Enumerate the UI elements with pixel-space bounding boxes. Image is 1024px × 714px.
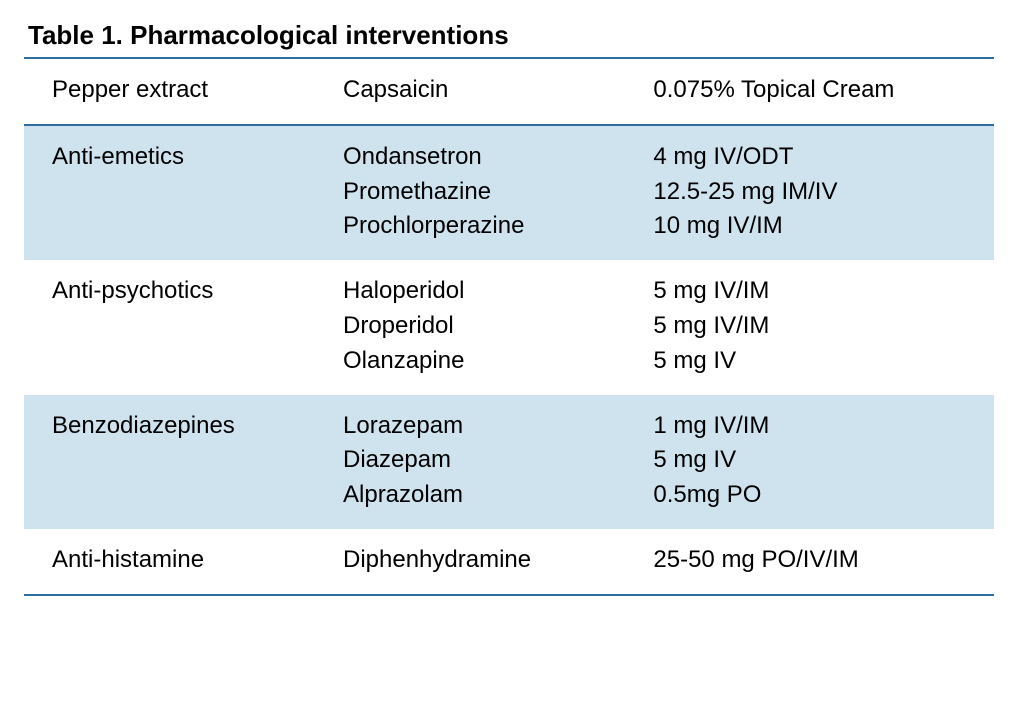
table-title: Table 1. Pharmacological interventions (28, 20, 1000, 51)
cell-drugs: Capsaicin (315, 58, 625, 125)
drug-name: Prochlorperazine (343, 209, 615, 244)
drug-name: Olanzapine (343, 344, 615, 379)
cell-doses: 25-50 mg PO/IV/IM (625, 529, 994, 595)
dose-value: 5 mg IV/IM (653, 309, 984, 344)
dose-value: 4 mg IV/ODT (653, 140, 984, 175)
cell-category: Anti-psychotics (24, 260, 315, 394)
drug-name: Promethazine (343, 175, 615, 210)
table-row: Anti-psychotics Haloperidol Droperidol O… (24, 260, 994, 394)
dose-value: 5 mg IV/IM (653, 274, 984, 309)
cell-category: Pepper extract (24, 58, 315, 125)
drug-name: Ondansetron (343, 140, 615, 175)
drug-name: Alprazolam (343, 478, 615, 513)
dose-value: 10 mg IV/IM (653, 209, 984, 244)
table-row: Anti-emetics Ondansetron Promethazine Pr… (24, 125, 994, 260)
cell-drugs: Ondansetron Promethazine Prochlorperazin… (315, 125, 625, 260)
cell-doses: 4 mg IV/ODT 12.5-25 mg IM/IV 10 mg IV/IM (625, 125, 994, 260)
dose-value: 0.075% Topical Cream (653, 73, 984, 108)
dose-value: 12.5-25 mg IM/IV (653, 175, 984, 210)
cell-doses: 5 mg IV/IM 5 mg IV/IM 5 mg IV (625, 260, 994, 394)
cell-category: Benzodiazepines (24, 395, 315, 529)
cell-doses: 0.075% Topical Cream (625, 58, 994, 125)
dose-value: 5 mg IV (653, 443, 984, 478)
cell-drugs: Haloperidol Droperidol Olanzapine (315, 260, 625, 394)
pharma-table: Pepper extract Capsaicin 0.075% Topical … (24, 57, 994, 596)
drug-name: Lorazepam (343, 409, 615, 444)
dose-value: 0.5mg PO (653, 478, 984, 513)
dose-value: 25-50 mg PO/IV/IM (653, 543, 984, 578)
table-row: Anti-histamine Diphenhydramine 25-50 mg … (24, 529, 994, 595)
cell-category: Anti-histamine (24, 529, 315, 595)
cell-doses: 1 mg IV/IM 5 mg IV 0.5mg PO (625, 395, 994, 529)
table-row: Pepper extract Capsaicin 0.075% Topical … (24, 58, 994, 125)
drug-name: Capsaicin (343, 73, 615, 108)
cell-category: Anti-emetics (24, 125, 315, 260)
cell-drugs: Diphenhydramine (315, 529, 625, 595)
drug-name: Droperidol (343, 309, 615, 344)
drug-name: Haloperidol (343, 274, 615, 309)
drug-name: Diphenhydramine (343, 543, 615, 578)
dose-value: 5 mg IV (653, 344, 984, 379)
cell-drugs: Lorazepam Diazepam Alprazolam (315, 395, 625, 529)
drug-name: Diazepam (343, 443, 615, 478)
dose-value: 1 mg IV/IM (653, 409, 984, 444)
table-row: Benzodiazepines Lorazepam Diazepam Alpra… (24, 395, 994, 529)
